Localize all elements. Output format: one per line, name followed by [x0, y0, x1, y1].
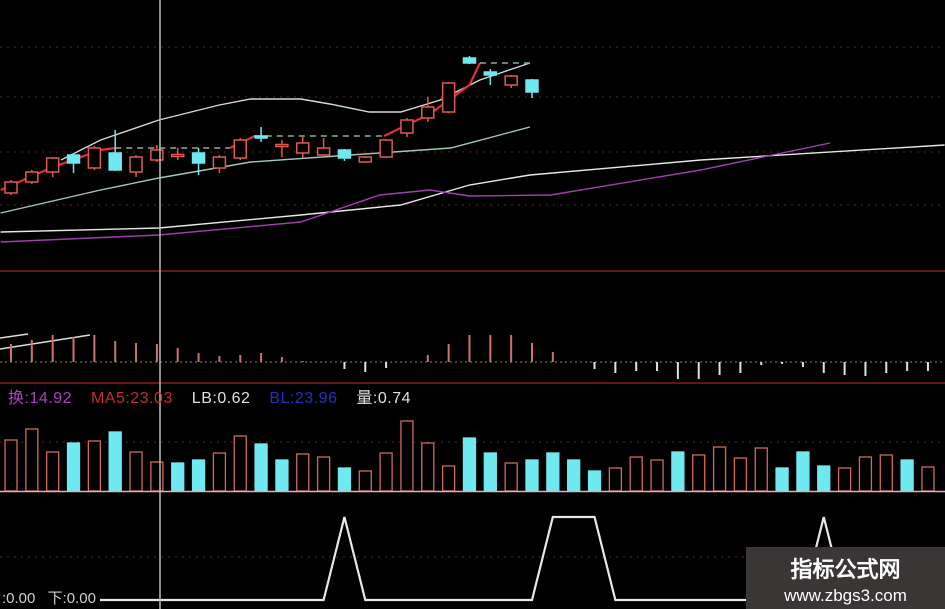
- volume-bar: [87, 440, 102, 492]
- candle-body: [421, 106, 435, 119]
- volume-bar: [212, 452, 227, 492]
- indicator-line: [0, 142, 831, 243]
- volume-bar: [671, 451, 685, 492]
- watermark-title: 指标公式网: [790, 558, 901, 583]
- watermark-url: www.zbgs3.com: [784, 586, 907, 605]
- volume-bar: [191, 459, 206, 492]
- volume-bar: [921, 466, 935, 492]
- volume-bar: [275, 459, 289, 492]
- volume-bar: [796, 451, 810, 492]
- volume-bar: [171, 462, 185, 492]
- watermark: 指标公式网 www.zbgs3.com: [746, 547, 945, 609]
- bottom-down-value: 下:0.00: [47, 590, 96, 607]
- volume-bar: [837, 467, 852, 492]
- candle-body: [66, 154, 81, 164]
- candle-body: [254, 135, 268, 139]
- volume-bar: [316, 456, 331, 492]
- candle-body: [25, 171, 39, 183]
- candle-body: [525, 79, 539, 93]
- legend-bl: BL:23.96: [269, 390, 338, 407]
- volume-bar: [733, 457, 748, 492]
- volume-bar: [66, 442, 81, 492]
- volume-bar: [254, 443, 268, 492]
- volume-bar: [462, 437, 477, 492]
- volume-bar: [400, 420, 414, 492]
- volume-bar: [587, 470, 602, 492]
- volume-bar: [817, 465, 831, 492]
- candle-body: [316, 147, 331, 156]
- indicator-line: [60, 62, 531, 161]
- bottom-left-value: :0.00: [2, 590, 36, 607]
- volume-bar: [775, 467, 789, 492]
- volume-bar: [129, 451, 143, 492]
- volume-bar: [525, 459, 539, 492]
- indicator-line: [0, 334, 91, 350]
- legend-liang: 量:0.74: [356, 390, 412, 407]
- candle-body: [170, 153, 185, 158]
- candle-body: [129, 156, 143, 173]
- legend-lb: LB:0.62: [191, 390, 251, 407]
- candle-body: [233, 139, 247, 159]
- volume-bar: [650, 459, 664, 492]
- volume-bar: [504, 462, 518, 492]
- volume-bar: [358, 470, 372, 492]
- volume-bar: [567, 459, 581, 492]
- volume-bar: [692, 454, 706, 492]
- candle-body: [150, 149, 164, 161]
- volume-bar: [108, 431, 122, 492]
- candle-body: [483, 71, 498, 76]
- candle-body: [441, 82, 456, 113]
- volume-bar: [25, 428, 39, 492]
- volume-bar: [46, 451, 60, 492]
- candle-body: [337, 149, 352, 159]
- candle-body: [296, 142, 310, 154]
- volume-bar: [296, 453, 310, 492]
- volume-bar: [712, 446, 727, 492]
- indicator-line: [383, 62, 481, 137]
- candle-body: [379, 139, 393, 158]
- volume-bar: [879, 454, 893, 492]
- volume-bar: [858, 456, 873, 492]
- legend-ma5: MA5:23.03: [90, 390, 173, 407]
- candle-body: [212, 156, 227, 169]
- candle-body: [108, 152, 122, 171]
- volume-bar: [546, 452, 560, 492]
- volume-bar: [900, 459, 914, 492]
- volume-bar: [4, 439, 18, 492]
- legend-turnover: 换:14.92: [8, 390, 72, 407]
- bottom-indicator-values: :0.00 下:0.00: [2, 590, 100, 608]
- indicator-line: [0, 333, 29, 339]
- candle-body: [191, 152, 206, 164]
- volume-bar: [629, 456, 643, 492]
- candle-body: [504, 75, 518, 86]
- volume-bar: [608, 467, 623, 492]
- candle-body: [275, 143, 289, 148]
- volume-bar: [754, 447, 768, 492]
- candle-body: [87, 147, 102, 169]
- indicator-legend: 换:14.92 MA5:23.03 LB:0.62 BL:23.96 量:0.7…: [8, 384, 425, 408]
- candle-body: [4, 181, 18, 194]
- indicator-line: [0, 126, 531, 214]
- volume-bar: [421, 442, 435, 492]
- volume-bar: [379, 452, 393, 492]
- candle-body: [45, 157, 60, 173]
- volume-bar: [441, 465, 456, 492]
- volume-bar: [483, 452, 497, 492]
- candle-body: [358, 156, 373, 163]
- volume-bar: [150, 461, 164, 492]
- volume-bar: [337, 467, 352, 492]
- candle-body: [462, 57, 477, 64]
- indicator-line: [0, 144, 945, 233]
- candle-body: [400, 119, 414, 134]
- volume-bar: [233, 435, 247, 492]
